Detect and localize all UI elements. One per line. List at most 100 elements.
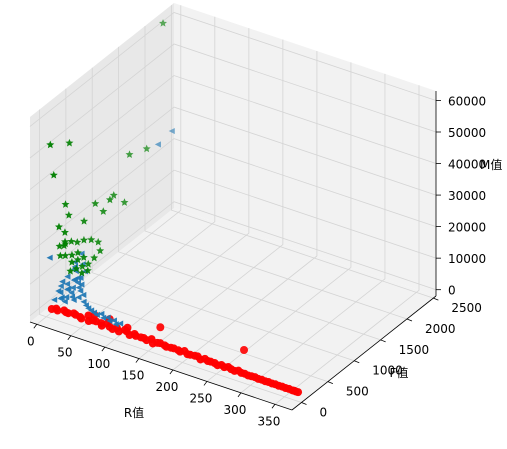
data-point [64, 273, 71, 280]
y-tick-label: 0 [319, 405, 327, 419]
data-point [142, 144, 151, 153]
x-tick-label: 350 [258, 414, 281, 428]
y-tick-mark [354, 360, 360, 364]
data-point [100, 314, 107, 321]
y-tick-mark [301, 402, 307, 405]
data-point [67, 250, 76, 259]
data-point [65, 285, 72, 292]
y-gridline [65, 88, 328, 382]
data-point [98, 310, 105, 317]
data-point [56, 251, 65, 260]
data-point [80, 298, 87, 305]
series-1 [46, 127, 175, 328]
x-tick-mark [67, 335, 72, 340]
x-gridline [36, 5, 182, 325]
series-2 [46, 19, 168, 277]
y-axis-line [291, 295, 437, 411]
data-point [74, 274, 82, 281]
y-tick-label: 1500 [399, 343, 430, 357]
data-point [73, 255, 82, 264]
z-tick-label: 10000 [448, 252, 486, 266]
data-point [83, 266, 92, 275]
data-point [46, 140, 55, 149]
data-point [80, 291, 87, 299]
x-gridline [240, 73, 386, 394]
data-point [99, 207, 108, 215]
y-tick-label: 1000 [372, 364, 403, 378]
x-axis-line [29, 321, 293, 411]
x-gridline [138, 39, 284, 359]
data-point [84, 259, 93, 268]
data-point [109, 191, 118, 199]
x-tick-label: 50 [57, 346, 72, 360]
z-gridline [29, 169, 437, 285]
x-tick-mark [135, 358, 140, 363]
x-gridline [104, 28, 250, 348]
data-point [54, 222, 63, 231]
y-gridline [39, 109, 302, 403]
z-axis-label: M值 [480, 157, 502, 172]
z-tick-label: 20000 [448, 221, 486, 235]
data-point [49, 170, 58, 179]
z-gridline [29, 43, 437, 159]
data-point [67, 258, 76, 266]
data-point [77, 314, 86, 323]
z-tick-label: 40000 [448, 158, 486, 172]
data-point [294, 388, 303, 397]
x-tick-label: 200 [155, 380, 178, 394]
data-point [57, 282, 64, 290]
data-point [70, 296, 77, 304]
x-tick-mark [203, 381, 208, 386]
data-point [112, 321, 119, 328]
data-point [58, 294, 65, 301]
data-point [55, 287, 62, 295]
y-tick-mark [433, 297, 439, 301]
data-point [61, 251, 70, 260]
x-gridline [274, 85, 420, 405]
y-axis-label: F值 [390, 365, 409, 380]
y-gridline [144, 25, 408, 320]
data-point [61, 237, 70, 246]
x-axis-label: R值 [124, 405, 144, 420]
x-tick-mark [237, 392, 242, 398]
x-gridline [70, 16, 216, 337]
data-point [66, 266, 75, 275]
x-tick-label: 300 [224, 403, 247, 417]
grid-lines [29, 5, 437, 405]
z-gridline [29, 138, 437, 253]
data-point [159, 19, 168, 27]
z-tick-label: 50000 [448, 126, 486, 140]
data-point [55, 242, 64, 250]
data-point [61, 298, 68, 305]
data-point [64, 211, 73, 219]
data-point [82, 302, 89, 309]
back-pane [174, 3, 436, 296]
z-gridline [29, 75, 437, 190]
z-tick-label: 30000 [448, 189, 486, 203]
y-tick-label: 500 [346, 385, 369, 399]
z-tick-label: 60000 [448, 94, 486, 108]
data-point [72, 264, 81, 273]
x-tick-label: 250 [189, 391, 212, 405]
x-tick-mark [169, 369, 174, 375]
data-point [63, 280, 71, 288]
y-tick-mark [406, 318, 413, 322]
data-point [65, 138, 74, 147]
data-point [77, 268, 86, 277]
data-point [75, 284, 82, 291]
y-gridline [170, 5, 434, 299]
data-point [154, 141, 161, 148]
x-tick-mark [271, 404, 276, 409]
y-tick-label: 2500 [451, 301, 482, 315]
data-point [60, 228, 69, 236]
data-point [120, 198, 129, 206]
data-point [73, 248, 82, 257]
data-point [79, 253, 88, 261]
data-point [68, 293, 76, 301]
data-point [51, 296, 58, 303]
y-gridline [91, 67, 355, 362]
z-tick-label: 0 [448, 284, 456, 298]
data-point [106, 317, 113, 324]
